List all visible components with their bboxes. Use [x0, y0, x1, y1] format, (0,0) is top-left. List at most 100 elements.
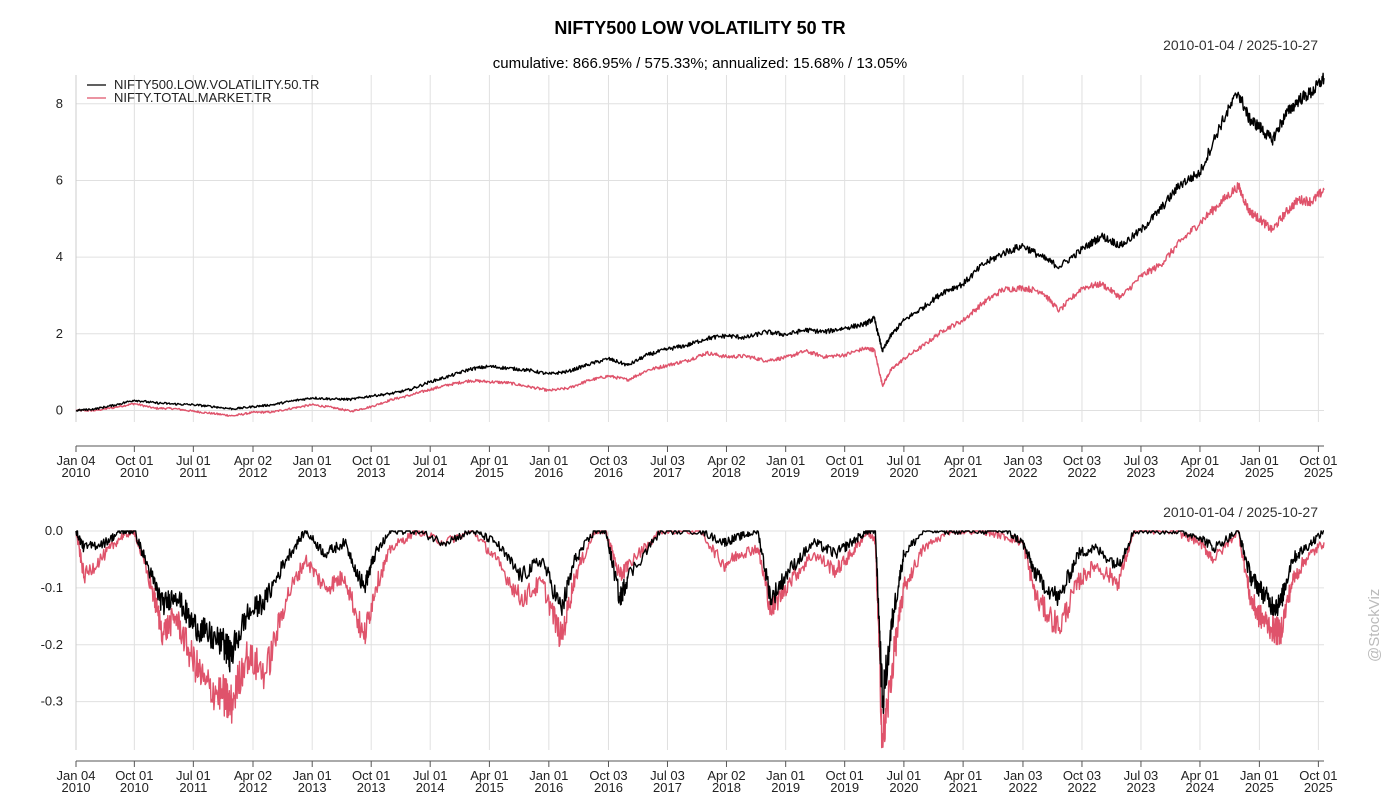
y-tick-label: 4 — [56, 249, 63, 264]
x-tick-label-year: 2013 — [298, 780, 327, 795]
legend-label-2: NIFTY.TOTAL.MARKET.TR — [114, 90, 271, 105]
x-tick-label-year: 2024 — [1185, 780, 1214, 795]
x-tick-label-year: 2017 — [653, 465, 682, 480]
x-tick-label-year: 2024 — [1185, 465, 1214, 480]
x-tick-label-year: 2014 — [416, 465, 445, 480]
x-tick-label-year: 2022 — [1009, 780, 1038, 795]
x-tick-label-year: 2011 — [179, 780, 207, 795]
x-tick-label-year: 2023 — [1126, 465, 1155, 480]
bottom-panel-date-range: 2010-01-04 / 2025-10-27 — [1163, 504, 1318, 520]
x-tick-label: Jul 03 — [650, 453, 685, 468]
x-tick-label: Apr 01 — [470, 768, 508, 783]
x-tick-label: Jan 01 — [529, 768, 568, 783]
x-tick-label-year: 2016 — [594, 465, 623, 480]
x-tick-label: Oct 01 — [352, 453, 390, 468]
x-tick-label: Apr 02 — [234, 768, 272, 783]
x-tick-label-year: 2017 — [653, 780, 682, 795]
x-tick-label: Oct 01 — [1299, 768, 1337, 783]
x-tick-label: Jul 01 — [176, 768, 211, 783]
chart-title: NIFTY500 LOW VOLATILITY 50 TR — [554, 18, 846, 38]
x-tick-label-year: 2023 — [1126, 780, 1155, 795]
x-tick-label-year: 2019 — [830, 465, 859, 480]
x-tick-label: Jul 03 — [1124, 768, 1159, 783]
x-tick-label: Jul 03 — [1124, 453, 1159, 468]
series-line-2 — [75, 182, 1325, 417]
x-tick-label-year: 2010 — [62, 465, 91, 480]
x-tick-label: Jan 01 — [1240, 768, 1279, 783]
x-tick-label-year: 2025 — [1245, 465, 1274, 480]
x-tick-label: Oct 01 — [826, 768, 864, 783]
x-tick-label-year: 2016 — [534, 465, 563, 480]
x-tick-label: Jan 03 — [1003, 453, 1042, 468]
x-tick-label: Apr 02 — [707, 453, 745, 468]
x-tick-label: Jan 04 — [56, 453, 95, 468]
x-tick-label: Apr 02 — [234, 453, 272, 468]
x-tick-label: Oct 03 — [1063, 768, 1101, 783]
x-tick-label-year: 2019 — [771, 780, 800, 795]
x-tick-label-year: 2010 — [62, 780, 91, 795]
x-tick-label: Jul 01 — [176, 453, 211, 468]
x-tick-label-year: 2025 — [1304, 465, 1333, 480]
x-tick-label: Jul 03 — [650, 768, 685, 783]
x-tick-label: Apr 01 — [1181, 453, 1219, 468]
x-tick-label: Oct 01 — [352, 768, 390, 783]
x-tick-label-year: 2020 — [889, 780, 918, 795]
x-tick-label-year: 2010 — [120, 465, 149, 480]
x-tick-label: Oct 03 — [1063, 453, 1101, 468]
x-tick-label-year: 2018 — [712, 780, 741, 795]
x-tick-label-year: 2012 — [239, 465, 268, 480]
y-tick-label: 2 — [56, 326, 63, 341]
y-tick-label: -0.3 — [41, 694, 63, 709]
x-tick-label: Jan 01 — [293, 453, 332, 468]
series-line-1 — [75, 530, 1324, 714]
legend-label-1: NIFTY500.LOW.VOLATILITY.50.TR — [114, 77, 319, 92]
x-tick-label-year: 2015 — [475, 465, 504, 480]
y-tick-label: -0.1 — [41, 580, 63, 595]
x-tick-label: Jan 01 — [1240, 453, 1279, 468]
x-tick-label-year: 2011 — [179, 465, 207, 480]
x-tick-label: Apr 02 — [707, 768, 745, 783]
x-tick-label-year: 2022 — [1068, 780, 1097, 795]
y-tick-label: 6 — [56, 172, 63, 187]
x-tick-label-year: 2016 — [594, 780, 623, 795]
x-tick-label-year: 2019 — [830, 780, 859, 795]
y-tick-label: 8 — [56, 96, 63, 111]
x-tick-label-year: 2022 — [1068, 465, 1097, 480]
x-tick-label: Oct 01 — [826, 453, 864, 468]
x-tick-label-year: 2015 — [475, 780, 504, 795]
x-tick-label: Apr 01 — [470, 453, 508, 468]
x-tick-label: Oct 01 — [1299, 453, 1337, 468]
x-tick-label-year: 2021 — [949, 780, 978, 795]
x-tick-label-year: 2019 — [771, 465, 800, 480]
x-tick-label: Apr 01 — [944, 453, 982, 468]
y-tick-label: 0 — [56, 402, 63, 417]
x-tick-label: Jul 01 — [887, 453, 922, 468]
y-tick-label: -0.2 — [41, 637, 63, 652]
series-line-1 — [75, 72, 1325, 412]
top-panel-date-range: 2010-01-04 / 2025-10-27 — [1163, 37, 1318, 53]
x-tick-label: Jul 01 — [887, 768, 922, 783]
x-tick-label-year: 2018 — [712, 465, 741, 480]
x-tick-label: Jan 01 — [529, 453, 568, 468]
x-tick-label: Oct 01 — [115, 768, 153, 783]
series-line-2 — [75, 530, 1325, 749]
x-tick-label: Jul 01 — [413, 768, 448, 783]
x-tick-label-year: 2013 — [357, 465, 386, 480]
x-tick-label: Jan 01 — [766, 453, 805, 468]
x-tick-label: Jan 01 — [293, 768, 332, 783]
x-tick-label: Oct 01 — [115, 453, 153, 468]
x-tick-label-year: 2025 — [1304, 780, 1333, 795]
x-tick-label-year: 2010 — [120, 780, 149, 795]
x-tick-label-year: 2021 — [949, 465, 978, 480]
x-tick-label: Jul 01 — [413, 453, 448, 468]
x-tick-label-year: 2013 — [298, 465, 327, 480]
x-tick-label-year: 2014 — [416, 780, 445, 795]
x-tick-label: Jan 04 — [56, 768, 95, 783]
x-tick-label-year: 2022 — [1009, 465, 1038, 480]
x-tick-label-year: 2020 — [889, 465, 918, 480]
x-tick-label: Jan 03 — [1003, 768, 1042, 783]
